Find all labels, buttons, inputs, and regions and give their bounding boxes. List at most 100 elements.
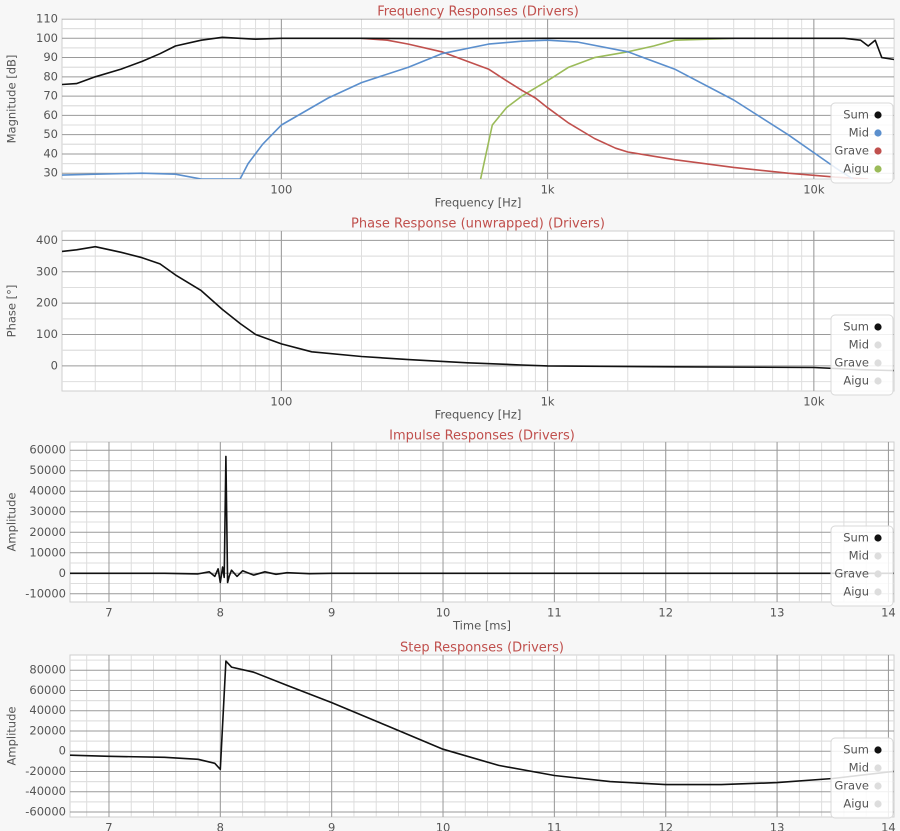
chart-title: Phase Response (unwrapped) (Drivers)	[351, 217, 605, 232]
legend-label: Aigu	[843, 585, 869, 599]
x-tick-label: 10	[436, 821, 451, 831]
chart-4: Step Responses (Drivers) -60000 -40000 -200…	[5, 641, 896, 831]
legend-label: Grave	[834, 567, 869, 581]
series-line-mid	[62, 39, 854, 179]
plot-area	[61, 230, 895, 392]
legend-marker	[874, 323, 882, 331]
y-axis-label: Amplitude	[5, 493, 19, 552]
series-group	[70, 660, 894, 786]
legend-marker	[874, 165, 882, 173]
legend-marker	[874, 570, 882, 578]
y-tick-label: 100	[36, 327, 58, 341]
y-tick-label: 10000	[29, 545, 66, 559]
x-tick-label: 1k	[541, 395, 555, 409]
x-tick-label: 7	[105, 821, 112, 831]
grid	[70, 655, 894, 817]
legend-marker	[874, 111, 882, 119]
chart-title: Step Responses (Drivers)	[400, 641, 564, 656]
legend: Sum Mid Grave Aigu	[830, 102, 894, 184]
legend-item-sum[interactable]: Sum	[843, 531, 882, 545]
legend-item-grave[interactable]: Grave	[834, 356, 882, 370]
y-tick-label: 50000	[29, 463, 66, 477]
legend-marker	[874, 341, 882, 349]
chart-3: Impulse Responses (Drivers) -10000 0 10000 2…	[5, 429, 896, 633]
legend-item-aigu[interactable]: Aigu	[843, 585, 882, 599]
series-group	[62, 245, 894, 372]
x-tick-label: 14	[881, 821, 896, 831]
legend-marker	[874, 377, 882, 385]
legend-label: Sum	[843, 320, 869, 334]
x-tick-label: 9	[328, 821, 335, 831]
y-tick-label: 20000	[29, 723, 66, 737]
legend-label: Aigu	[843, 162, 869, 176]
y-tick-label: 100	[36, 31, 58, 45]
legend-item-grave[interactable]: Grave	[834, 567, 882, 581]
legend-item-grave[interactable]: Grave	[834, 779, 882, 793]
y-tick-label: 0	[59, 744, 66, 758]
series-line-sum	[62, 245, 894, 372]
x-tick-label: 12	[658, 606, 673, 620]
y-tick-label: 300	[36, 264, 58, 278]
legend-marker	[874, 129, 882, 137]
legend-item-aigu[interactable]: Aigu	[843, 374, 882, 388]
chart-title: Frequency Responses (Drivers)	[377, 5, 579, 20]
y-tick-label: 40000	[29, 484, 66, 498]
x-tick-label: 10k	[803, 183, 825, 197]
y-tick-label: 20000	[29, 525, 66, 539]
x-tick-label: 11	[547, 606, 562, 620]
legend-item-sum[interactable]: Sum	[843, 320, 882, 334]
legend-label: Sum	[843, 743, 869, 757]
legend-label: Sum	[843, 108, 869, 122]
series-line-grave	[361, 37, 869, 179]
legend-item-sum[interactable]: Sum	[843, 108, 882, 122]
y-tick-label: 0	[51, 358, 58, 372]
series-line-sum	[70, 660, 894, 786]
legend-marker	[874, 782, 882, 790]
legend-box	[830, 525, 894, 607]
x-tick-label: 100	[270, 395, 292, 409]
legend-item-aigu[interactable]: Aigu	[843, 162, 882, 176]
legend-label: Grave	[834, 779, 869, 793]
legend-label: Aigu	[843, 797, 869, 811]
y-tick-label: 40	[43, 146, 58, 160]
series-line-sum	[62, 36, 894, 86]
x-tick-label: 13	[770, 606, 785, 620]
legend-item-mid[interactable]: Mid	[849, 126, 882, 140]
legend: Sum Mid Grave Aigu	[830, 525, 894, 607]
x-tick-label: 7	[105, 606, 112, 620]
legend-item-aigu[interactable]: Aigu	[843, 797, 882, 811]
legend-box	[830, 102, 894, 184]
grid	[62, 231, 894, 391]
legend-item-sum[interactable]: Sum	[843, 743, 882, 757]
legend-box	[830, 314, 894, 396]
legend-label: Aigu	[843, 374, 869, 388]
grid	[62, 19, 894, 179]
x-tick-label: 10	[436, 606, 451, 620]
x-tick-label: 100	[270, 183, 292, 197]
x-tick-label: 8	[217, 606, 224, 620]
x-tick-label: 11	[547, 821, 562, 831]
x-tick-label: 14	[881, 606, 896, 620]
y-tick-label: 60	[43, 108, 58, 122]
y-tick-label: 30000	[29, 504, 66, 518]
y-axis-label: Phase [°]	[5, 285, 19, 338]
legend-marker	[874, 534, 882, 542]
x-tick-label: 10k	[803, 395, 825, 409]
legend-marker	[874, 552, 882, 560]
y-tick-label: -10000	[25, 586, 66, 600]
series-group	[70, 455, 894, 584]
grid	[70, 442, 894, 602]
legend-item-mid[interactable]: Mid	[849, 549, 882, 563]
y-tick-label: 80	[43, 69, 58, 83]
legend-item-mid[interactable]: Mid	[849, 761, 882, 775]
y-tick-label: 110	[36, 12, 58, 26]
series-line-sum	[70, 455, 894, 584]
legend-item-grave[interactable]: Grave	[834, 144, 882, 158]
x-tick-label: 8	[217, 821, 224, 831]
y-axis-label: Magnitude [dB]	[5, 55, 19, 144]
legend-item-mid[interactable]: Mid	[849, 338, 882, 352]
y-tick-label: 60000	[29, 683, 66, 697]
legend-label: Sum	[843, 531, 869, 545]
y-tick-label: 0	[59, 566, 66, 580]
